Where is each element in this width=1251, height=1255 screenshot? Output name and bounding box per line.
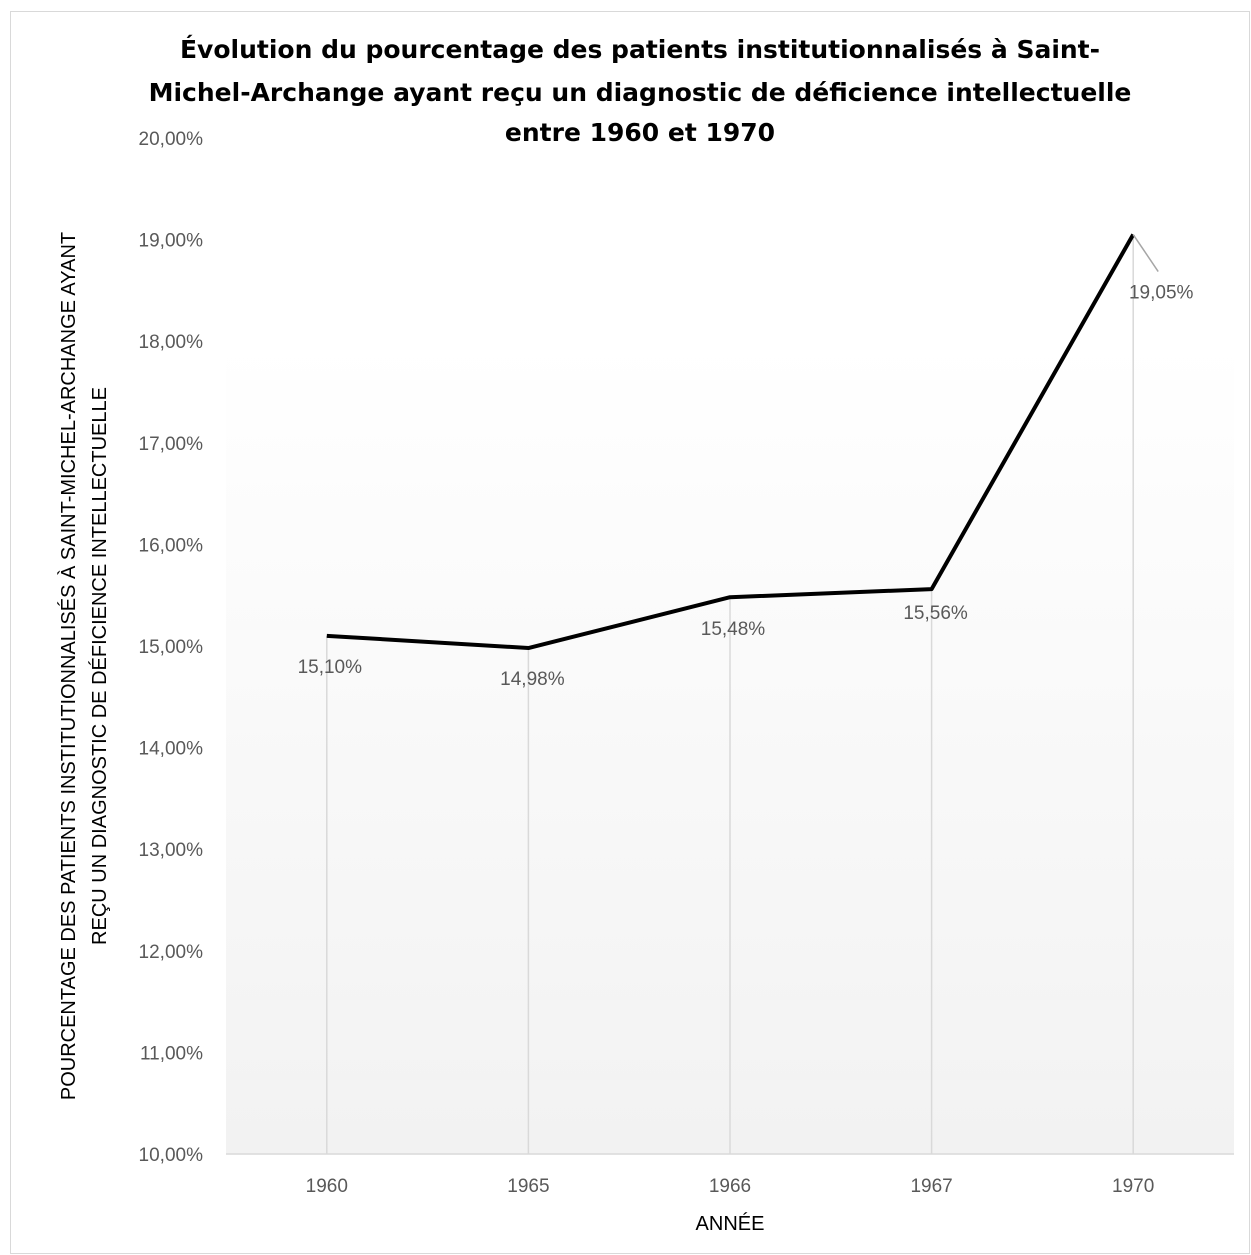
y-tick-label: 12,00% [139,942,204,963]
y-tick-label: 15,00% [139,637,204,658]
x-tick-label: 1970 [1112,1176,1154,1197]
y-tick-label: 11,00% [140,1043,203,1064]
y-tick-label: 10,00% [139,1145,204,1166]
data-label: 19,05% [1129,283,1194,304]
chart-frame: Évolution du pourcentage des patients in… [10,11,1250,1254]
y-tick-label: 16,00% [139,535,204,556]
y-tick-label: 17,00% [139,434,204,455]
series-line [326,233,1135,651]
data-label-leader-lines [1132,234,1159,272]
line-chart: Évolution du pourcentage des patients in… [57,35,1234,1235]
x-tick-label: 1960 [306,1176,348,1197]
chart-title-line: Évolution du pourcentage des patients in… [180,35,1100,64]
chart-title-line: Michel-Archange ayant reçu un diagnostic… [149,78,1132,107]
y-tick-label: 20,00% [139,129,204,150]
chart-title: Évolution du pourcentage des patients in… [149,35,1132,147]
x-axis-title: ANNÉE [696,1212,765,1235]
data-label: 15,56% [903,603,968,624]
data-label: 15,48% [701,619,766,640]
data-labels: 15,10% 14,98% 15,48% 15,56% 19,05% [298,283,1194,691]
x-tick-label: 1967 [910,1176,952,1197]
x-axis-tick-labels: 1960 1965 1966 1967 1970 [306,1176,1155,1197]
y-tick-label: 14,00% [139,739,204,760]
y-axis-title-line: REÇU UN DIAGNOSTIC DE DÉFICIENCE INTELLE… [88,387,111,945]
data-label: 15,10% [298,657,363,678]
x-tick-label: 1965 [507,1176,549,1197]
x-tick-label: 1966 [709,1176,751,1197]
chart-title-line: entre 1960 et 1970 [505,118,775,147]
drop-lines [326,234,1134,1154]
y-axis-tick-labels: 10,00% 11,00% 12,00% 13,00% 14,00% 15,00% 16,0… [139,129,204,1166]
data-label: 14,98% [500,669,565,690]
y-axis-title-line: POURCENTAGE DES PATIENTS INSTITUTIONNALI… [57,232,80,1100]
data-label-leader-line [1132,234,1159,272]
y-tick-label: 13,00% [139,840,204,861]
y-tick-label: 18,00% [139,332,204,353]
y-tick-label: 19,00% [139,231,204,252]
y-axis-title: POURCENTAGE DES PATIENTS INSTITUTIONNALI… [57,232,111,1100]
